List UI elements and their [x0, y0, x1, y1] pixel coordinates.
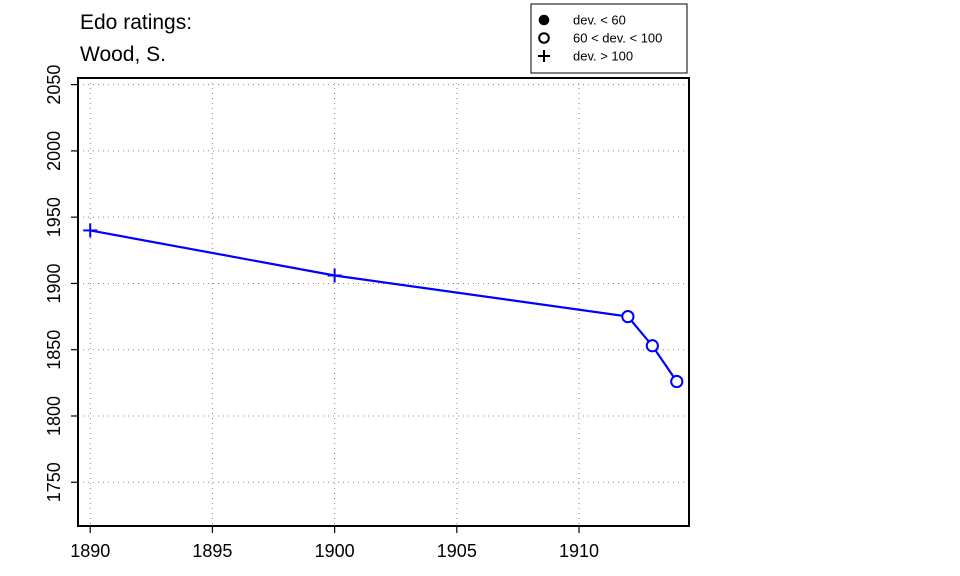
- chart-title: Edo ratings: Wood, S.: [80, 11, 192, 66]
- x-tick-label: 1910: [559, 541, 599, 561]
- x-tick-label: 1905: [437, 541, 477, 561]
- legend-label: dev. > 100: [573, 49, 633, 64]
- data-point: [327, 268, 342, 283]
- y-tick-label: 1750: [44, 462, 64, 502]
- x-tick-label: 1900: [315, 541, 355, 561]
- legend-marker: [538, 32, 550, 44]
- data-point: [621, 309, 635, 324]
- legend: dev. < 60 60 < dev. < 100 dev. > 100: [530, 3, 688, 74]
- plot-frame: [77, 77, 690, 527]
- legend-marker: [538, 50, 550, 62]
- data-point: [670, 374, 684, 389]
- y-tick-label: 2050: [44, 65, 64, 105]
- y-tick-label: 1800: [44, 396, 64, 436]
- legend-marker: [538, 14, 550, 26]
- x-tick-label: 1890: [70, 541, 110, 561]
- data-point: [83, 223, 98, 238]
- title-line-1: Edo ratings:: [80, 11, 192, 34]
- y-tick-label: 1850: [44, 330, 64, 370]
- rating-line: [90, 229, 678, 383]
- y-tick-label: 1950: [44, 197, 64, 237]
- legend-box: [530, 3, 688, 74]
- grid-lines: [78, 78, 689, 526]
- x-tick-label: 1895: [192, 541, 232, 561]
- y-axis: 1750 1800 1850 1900 1950 2000 2050: [44, 65, 78, 502]
- series-layer: [83, 223, 684, 389]
- x-axis: 1890 1895 1900 1905 1910: [70, 526, 599, 561]
- legend-label: dev. < 60: [573, 13, 626, 28]
- data-point: [645, 339, 659, 353]
- title-line-2: Wood, S.: [80, 43, 166, 66]
- legend-label: 60 < dev. < 100: [573, 31, 662, 46]
- y-tick-label: 2000: [44, 131, 64, 171]
- y-tick-label: 1900: [44, 263, 64, 303]
